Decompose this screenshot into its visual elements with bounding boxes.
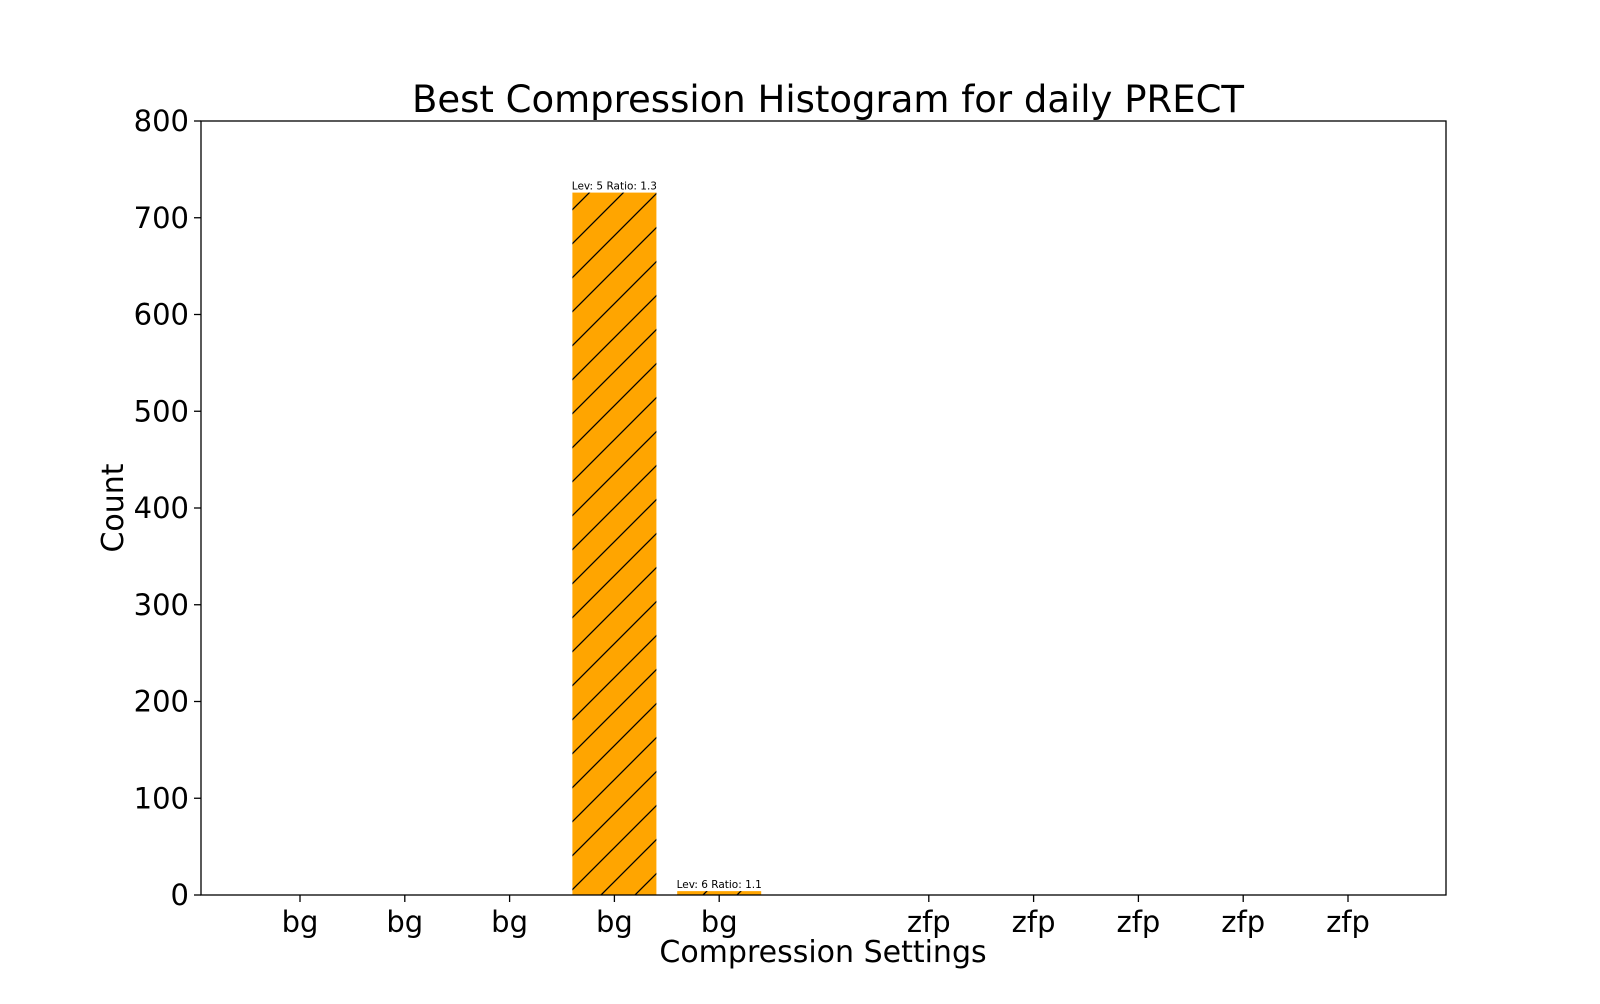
- x-tick-label: zfp: [1326, 905, 1370, 939]
- y-tick-label: 200: [134, 685, 189, 719]
- x-tick-label: bg: [491, 905, 528, 939]
- x-axis: bg bg bg bg bg zfp zfp zfp zfp zfp: [282, 895, 1370, 939]
- x-tick-label: zfp: [907, 905, 951, 939]
- x-tick-label: zfp: [1012, 905, 1056, 939]
- y-axis-label: Count: [96, 463, 131, 552]
- x-tick-label: bg: [596, 905, 633, 939]
- plot-frame: [200, 120, 1447, 896]
- chart-title: Best Compression Histogram for daily PRE…: [412, 78, 1244, 121]
- y-tick-label: 600: [134, 298, 189, 332]
- bar-hatch: [572, 192, 657, 896]
- bar-bg: Lev: 5 Ratio: 1.3: [572, 181, 657, 896]
- bar-bg: Lev: 6 Ratio: 1.1: [677, 879, 762, 895]
- bar-hatch: [677, 891, 762, 895]
- bars-layer: Lev: 5 Ratio: 1.3 Lev: 6 Ratio: 1.1: [572, 181, 762, 896]
- bar-value-label: Lev: 6 Ratio: 1.1: [677, 879, 762, 891]
- x-tick-label: zfp: [1221, 905, 1265, 939]
- y-tick-label: 800: [134, 104, 189, 138]
- x-axis-label: Compression Settings: [659, 935, 986, 970]
- y-tick-label: 400: [134, 491, 189, 525]
- x-tick-label: bg: [701, 905, 738, 939]
- y-tick-label: 500: [134, 394, 189, 428]
- y-tick-label: 0: [171, 878, 189, 912]
- x-tick-label: bg: [386, 905, 423, 939]
- y-axis: 0 100 200 300 400 500 600 700 800: [134, 104, 201, 912]
- x-tick-label: zfp: [1116, 905, 1160, 939]
- bar-value-label: Lev: 5 Ratio: 1.3: [572, 181, 657, 193]
- x-tick-label: bg: [282, 905, 319, 939]
- y-tick-label: 100: [134, 781, 189, 815]
- y-tick-label: 300: [134, 588, 189, 622]
- y-tick-label: 700: [134, 201, 189, 235]
